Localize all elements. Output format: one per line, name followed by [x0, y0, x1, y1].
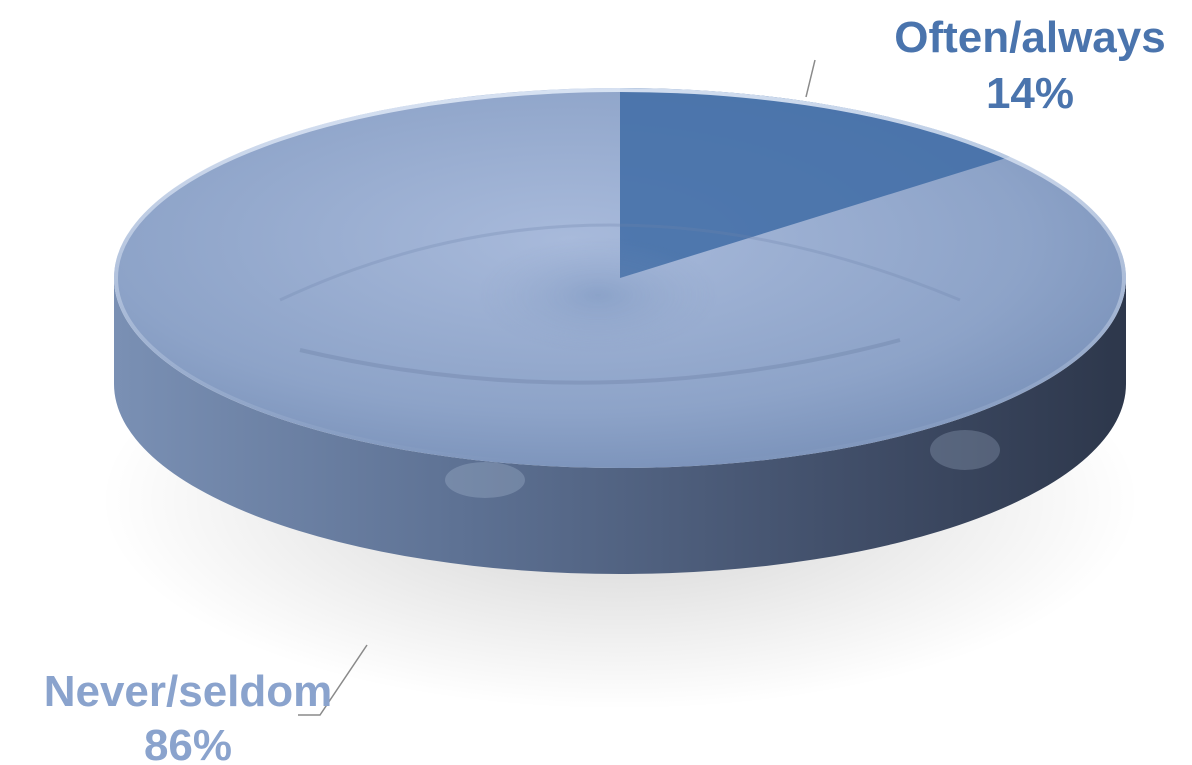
eye-lid-line [279, 223, 961, 302]
slice-label-often-always: Often/always [894, 13, 1165, 62]
pie-slice-often-always [620, 88, 1010, 278]
eye-iris [478, 237, 718, 353]
leader-line-0 [805, 59, 816, 98]
tear-drop-left [445, 462, 525, 498]
slice-value-often-always: 14% [986, 69, 1074, 118]
pie-rim-highlight [114, 88, 1126, 468]
pie-side-wall [114, 278, 1126, 574]
tear-drop-right [930, 430, 1000, 470]
leader-line-1 [298, 644, 368, 716]
eye-decoration [279, 223, 1000, 498]
slice-value-never-seldom: 86% [144, 721, 232, 765]
slice-label-never-seldom: Never/seldom [44, 667, 333, 716]
eye-lash-line [299, 338, 901, 385]
